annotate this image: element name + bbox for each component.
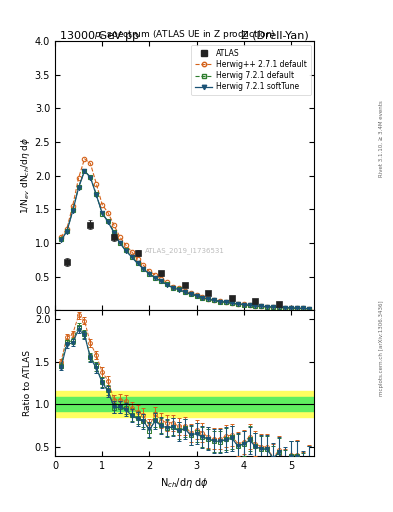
Text: ATLAS_2019_I1736531: ATLAS_2019_I1736531 <box>145 248 225 254</box>
Y-axis label: Ratio to ATLAS: Ratio to ATLAS <box>23 350 32 416</box>
Title: $p_T$ spectrum (ATLAS UE in Z production): $p_T$ spectrum (ATLAS UE in Z production… <box>94 28 275 41</box>
Legend: ATLAS, Herwig++ 2.7.1 default, Herwig 7.2.1 default, Herwig 7.2.1 softTune: ATLAS, Herwig++ 2.7.1 default, Herwig 7.… <box>191 45 310 95</box>
Text: Z (Drell-Yan): Z (Drell-Yan) <box>241 31 309 41</box>
Y-axis label: 1/N$_{ev}$ dN$_{ch}$/d$\eta$ d$\phi$: 1/N$_{ev}$ dN$_{ch}$/d$\eta$ d$\phi$ <box>19 137 32 214</box>
Text: 13000 GeV pp: 13000 GeV pp <box>60 31 140 41</box>
Text: mcplots.cern.ch [arXiv:1306.3436]: mcplots.cern.ch [arXiv:1306.3436] <box>379 301 384 396</box>
X-axis label: N$_{ch}$/d$\eta$ d$\phi$: N$_{ch}$/d$\eta$ d$\phi$ <box>160 476 209 490</box>
Text: Rivet 3.1.10, ≥ 3.4M events: Rivet 3.1.10, ≥ 3.4M events <box>379 100 384 177</box>
